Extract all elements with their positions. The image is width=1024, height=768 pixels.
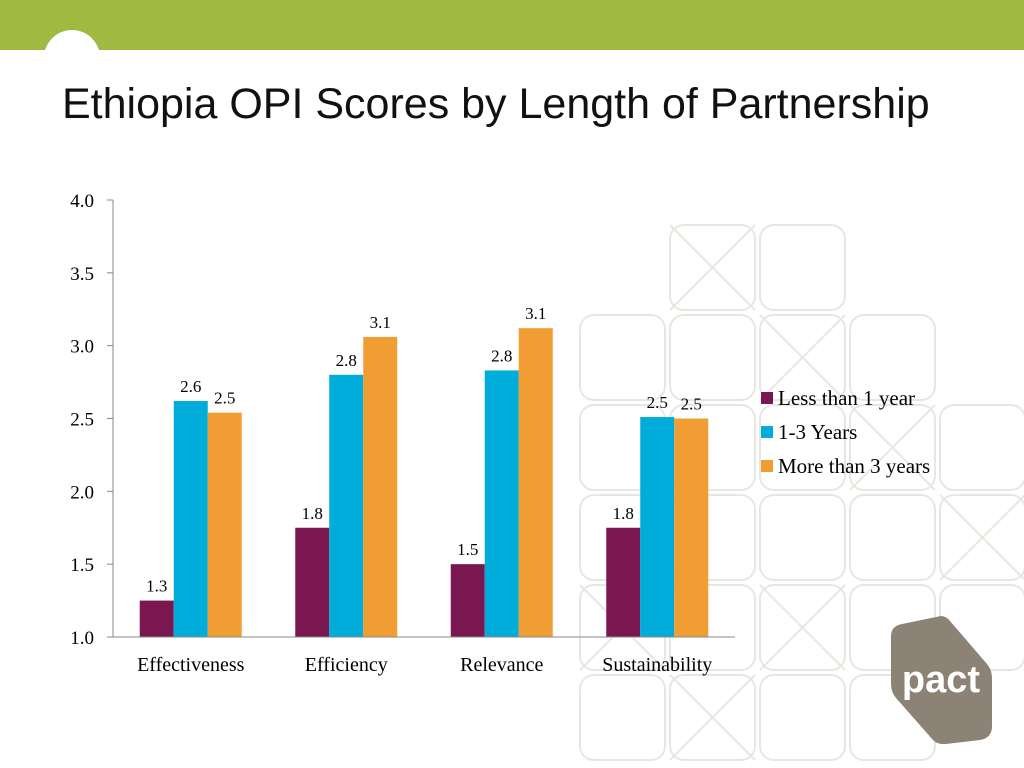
band-notch [44,30,100,70]
y-tick-label: 1.0 [70,628,94,649]
legend-swatch [761,426,773,438]
y-tick-label: 2.5 [70,410,94,431]
bar-data-label: 2.6 [180,377,201,396]
top-band [0,0,1024,50]
bar-data-label: 2.5 [681,395,702,414]
bar [295,527,330,637]
bar [173,401,208,637]
legend-label: Less than 1 year [778,386,915,410]
legend: Less than 1 year 1-3 Years More than 3 yea… [761,386,930,478]
bar [207,412,242,637]
bar [518,328,553,637]
bar [640,417,675,637]
pact-logo: pact [891,616,992,745]
bar-data-label: 2.5 [647,393,668,412]
y-tick-label: 1.5 [70,555,94,576]
x-axis-category-labels: Effectiveness Efficiency Relevance Sustaina… [137,654,712,676]
bar-data-label: 2.5 [214,389,235,408]
legend-label: 1-3 Years [778,420,857,444]
y-tick-label: 4.0 [70,191,94,212]
y-tick-label: 3.0 [70,337,94,358]
x-category-label: Relevance [460,654,543,676]
x-category-label: Efficiency [305,654,388,676]
bar [139,600,174,637]
legend-swatch [761,392,773,404]
y-tick-label: 3.5 [70,264,94,285]
x-category-label: Effectiveness [137,654,245,676]
bar [674,418,709,637]
legend-label: More than 3 years [778,454,930,478]
bar [329,374,364,637]
bar-data-label: 1.8 [302,504,323,523]
bar-data-label: 2.8 [336,351,357,370]
y-axis-ticks: 1.0 1.5 2.0 2.5 3.0 3.5 4.0 [70,191,113,649]
bar-data-label: 2.8 [491,346,512,365]
bar [484,370,519,637]
bar-data-label: 3.1 [525,304,546,323]
bar [606,527,641,637]
bar-data-label: 1.5 [457,540,478,559]
bar-data-label: 1.8 [613,504,634,523]
pact-logo-shape [891,616,992,745]
pact-logo-text: pact [902,659,980,701]
bars [139,328,709,637]
legend-swatch [761,460,773,472]
bar [363,336,398,637]
slide-title: Ethiopia OPI Scores by Length of Partner… [62,80,930,128]
y-tick-label: 2.0 [70,482,94,503]
bar-data-labels: 1.3 2.6 2.5 1.8 2.8 3.1 1.5 2.8 3.1 1.8 2.5 2.5 [146,304,702,595]
bar [450,564,485,637]
bar-data-label: 1.3 [146,577,167,596]
bar-data-label: 3.1 [370,313,391,332]
x-category-label: Sustainability [602,654,712,676]
